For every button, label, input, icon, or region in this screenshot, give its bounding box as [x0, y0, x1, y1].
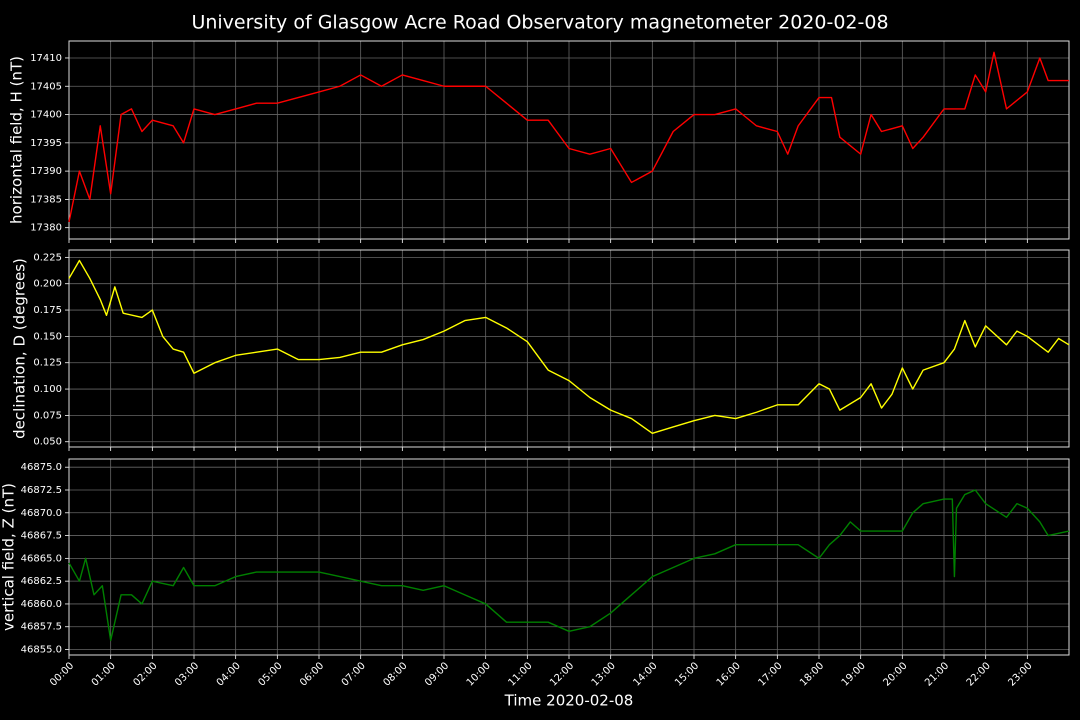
y-tick-label: 0.050 — [33, 437, 62, 448]
y-tick-label: 0.200 — [33, 279, 62, 290]
y-tick-label: 46855.0 — [21, 645, 62, 656]
y-tick-label: 0.175 — [33, 305, 62, 316]
y-tick-label: 17405 — [30, 81, 62, 92]
y-tick-label: 17390 — [30, 166, 62, 177]
y-tick-label: 17395 — [30, 138, 62, 149]
x-axis-label: Time 2020-02-08 — [504, 692, 634, 710]
y-axis-label: vertical field, Z (nT) — [0, 483, 18, 631]
plot-frame — [68, 40, 1070, 240]
y-tick-label: 17400 — [30, 110, 62, 121]
y-tick-label: 17410 — [30, 53, 62, 64]
y-tick-label: 0.150 — [33, 331, 62, 342]
y-tick-label: 46857.5 — [21, 622, 62, 633]
y-tick-label: 46860.0 — [21, 599, 62, 610]
data-line — [68, 259, 1070, 434]
y-tick-label: 46872.5 — [21, 485, 62, 496]
data-line — [68, 489, 1070, 642]
y-tick-label: 0.225 — [33, 252, 62, 263]
y-tick-label: 0.125 — [33, 358, 62, 369]
y-tick-label: 17385 — [30, 194, 62, 205]
y-tick-label: 0.100 — [33, 384, 62, 395]
y-tick-label: 46862.5 — [21, 576, 62, 587]
y-axis-label: horizontal field, H (nT) — [8, 56, 26, 224]
plot-frame — [68, 249, 1070, 448]
data-line — [68, 51, 1069, 223]
y-tick-label: 46867.5 — [21, 531, 62, 542]
y-tick-label: 17380 — [30, 223, 62, 234]
y-tick-label: 46875.0 — [21, 462, 62, 473]
y-tick-label: 46870.0 — [21, 508, 62, 519]
plot-frame — [68, 458, 1070, 656]
figure-title: University of Glasgow Acre Road Observat… — [191, 12, 888, 34]
y-tick-label: 46865.0 — [21, 553, 62, 564]
y-tick-label: 0.075 — [33, 410, 62, 421]
y-axis-label: declination, D (degrees) — [11, 258, 29, 439]
